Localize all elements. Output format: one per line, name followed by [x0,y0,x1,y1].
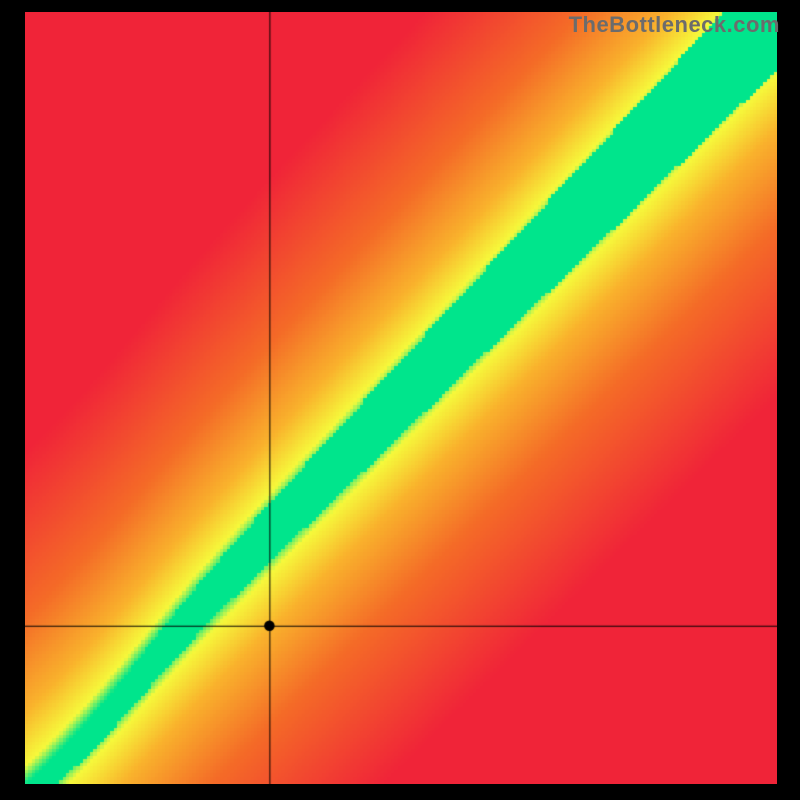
chart-container: { "watermark": { "text": "TheBottleneck.… [0,0,800,800]
bottleneck-heatmap [25,12,777,784]
watermark-text: TheBottleneck.com [569,12,780,38]
